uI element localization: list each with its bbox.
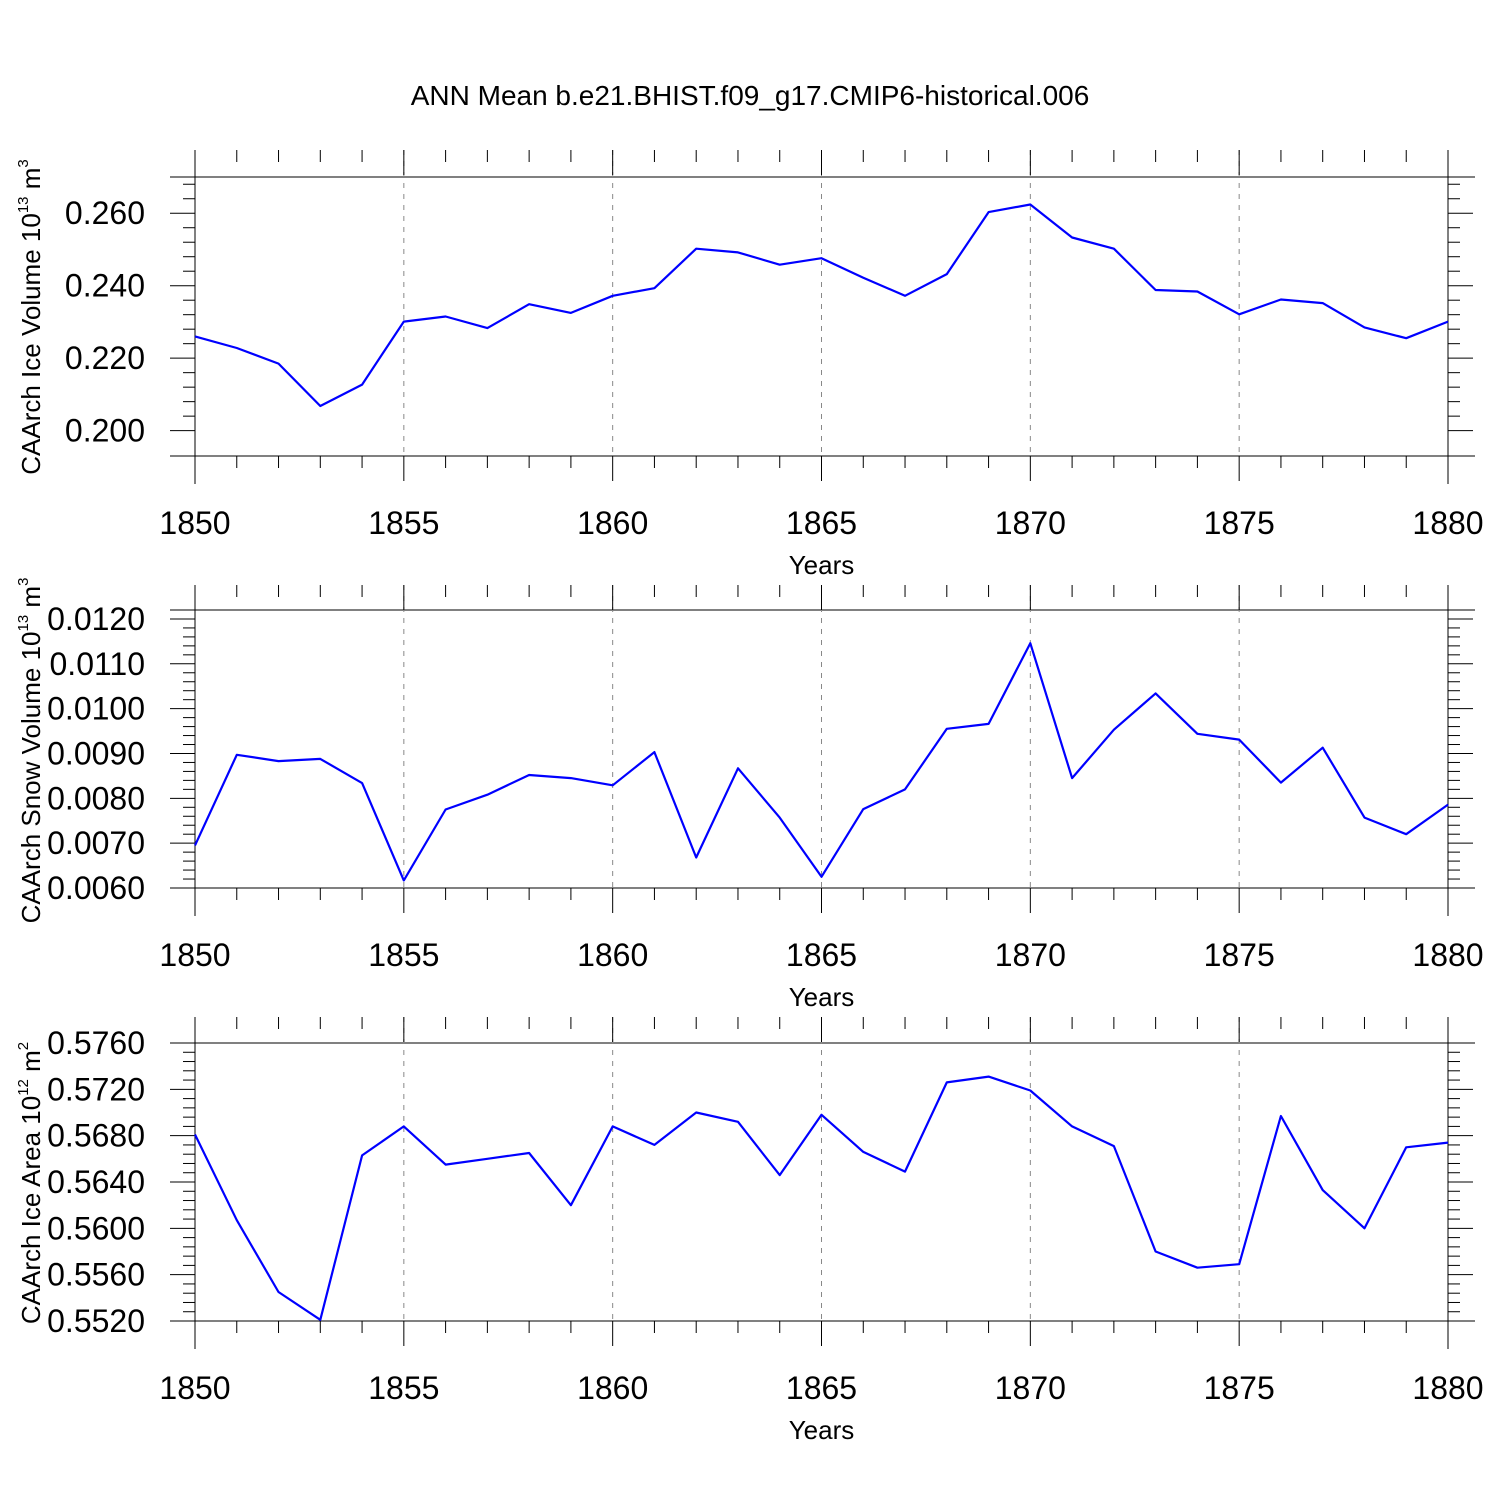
y-tick-label: 0.5720 (47, 1071, 145, 1107)
series-line (194, 203, 1449, 408)
x-tick-label: 1870 (995, 937, 1066, 973)
y-axis-title: CAArch Ice Area 1012 m2 (15, 1042, 46, 1324)
chart-panel-1: 1850 1855 1860 1865 1870 1875 1880 0.200 0.220 0.… (15, 150, 1484, 580)
x-tick-label: 1880 (1412, 505, 1483, 541)
y-tick-label: 0.5760 (47, 1025, 145, 1061)
y-tick-label: 0.0120 (47, 601, 145, 637)
x-tick-label: 1855 (368, 1370, 439, 1406)
x-tick-label: 1875 (1204, 937, 1275, 973)
x-axis-title: Years (789, 982, 855, 1012)
x-tick-label: 1855 (368, 937, 439, 973)
y-tick-label: 0.220 (65, 340, 145, 376)
y-tick-label: 0.260 (65, 195, 145, 231)
x-tick-label: 1860 (577, 937, 648, 973)
x-tick-label: 1870 (995, 1370, 1066, 1406)
y-tick-label: 0.5600 (47, 1210, 145, 1246)
y-tick-label: 0.0080 (47, 780, 145, 816)
y-tick-label: 0.200 (65, 413, 145, 449)
figure-title: ANN Mean b.e21.BHIST.f09_g17.CMIP6-histo… (411, 80, 1090, 111)
x-tick-label: 1880 (1412, 1370, 1483, 1406)
y-axis-title: CAArch Snow Volume 1013 m3 (15, 578, 46, 924)
x-tick-label: 1850 (159, 505, 230, 541)
x-tick-label: 1860 (577, 1370, 648, 1406)
y-tick-label: 0.5560 (47, 1257, 145, 1293)
chart-panel-3: 1850 1855 1860 1865 1870 1875 1880 0.5520 0.5560… (15, 1017, 1484, 1445)
x-tick-label: 1870 (995, 505, 1066, 541)
y-tick-label: 0.5680 (47, 1118, 145, 1154)
y-tick-label: 0.0060 (47, 870, 145, 906)
x-tick-label: 1865 (786, 1370, 857, 1406)
series-line (194, 1075, 1449, 1321)
y-tick-label: 0.0070 (47, 825, 145, 861)
x-tick-label: 1865 (786, 505, 857, 541)
y-tick-label: 0.0110 (50, 646, 146, 682)
x-tick-label: 1875 (1204, 1370, 1275, 1406)
x-tick-label: 1850 (159, 1370, 230, 1406)
chart-panel-2: 1850 1855 1860 1865 1870 1875 1880 0.0060 0.0070… (15, 578, 1484, 1012)
x-tick-label: 1855 (368, 505, 439, 541)
y-tick-label: 0.240 (65, 268, 145, 304)
x-tick-label: 1880 (1412, 937, 1483, 973)
series-line (194, 642, 1449, 882)
y-tick-label: 0.0090 (47, 735, 145, 771)
y-tick-label: 0.5520 (47, 1303, 145, 1339)
x-tick-label: 1860 (577, 505, 648, 541)
y-axis-title: CAArch Ice Volume 1013 m3 (15, 159, 46, 475)
y-tick-label: 0.5640 (47, 1164, 145, 1200)
x-axis-title: Years (789, 1415, 855, 1445)
x-axis-title: Years (789, 550, 855, 580)
panels: 1850 1855 1860 1865 1870 1875 1880 0.200 0.220 0.… (15, 150, 1484, 1445)
x-tick-label: 1865 (786, 937, 857, 973)
x-tick-label: 1875 (1204, 505, 1275, 541)
y-tick-label: 0.0100 (47, 691, 145, 727)
x-tick-label: 1850 (159, 937, 230, 973)
